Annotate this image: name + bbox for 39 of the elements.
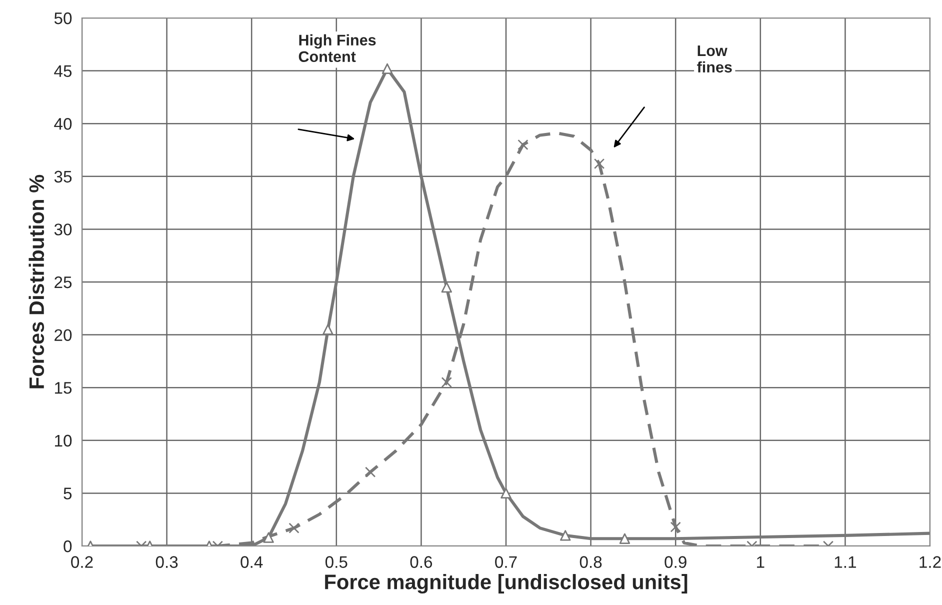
x-tick-label: 0.2 bbox=[71, 556, 93, 568]
x-tick-label: 1.2 bbox=[920, 556, 941, 568]
x-tick-label: 0.9 bbox=[664, 556, 686, 568]
point bbox=[518, 139, 528, 150]
y-tick-label: 5 bbox=[64, 488, 72, 500]
point bbox=[560, 530, 571, 541]
y-tick-label: 30 bbox=[54, 224, 72, 236]
x-tick-label: 0.3 bbox=[156, 556, 178, 568]
point bbox=[288, 522, 300, 534]
point bbox=[263, 532, 274, 543]
y-axis-title: Forces Distribution % bbox=[28, 174, 44, 388]
x-tick-label: 0.5 bbox=[325, 556, 348, 568]
y-tick-label: 20 bbox=[54, 329, 72, 342]
annotation: High Fines Content bbox=[298, 34, 376, 62]
x-tick-label: 0.6 bbox=[410, 556, 432, 568]
x-tick-label: 0.7 bbox=[495, 556, 517, 568]
y-tick-label: 25 bbox=[54, 276, 72, 288]
point bbox=[619, 533, 630, 544]
point bbox=[322, 324, 334, 335]
point bbox=[382, 63, 393, 74]
point bbox=[500, 488, 512, 499]
x-tick-label: 1.1 bbox=[834, 556, 856, 568]
x-axis-title: Force magnitude [undisclosed units] bbox=[325, 574, 688, 594]
annotation: Low fines bbox=[697, 45, 732, 73]
y-tick-label: 10 bbox=[55, 434, 72, 447]
x-tick-label: 1 bbox=[757, 556, 764, 568]
x-tick-label: 0.8 bbox=[580, 556, 602, 568]
point bbox=[364, 466, 376, 478]
y-tick-label: 0 bbox=[64, 540, 72, 552]
y-tick-label: 50 bbox=[54, 12, 72, 24]
point bbox=[670, 522, 681, 532]
point bbox=[594, 158, 605, 170]
y-tick-label: 35 bbox=[54, 170, 72, 183]
y-tick-label: 40 bbox=[54, 118, 72, 130]
y-tick-label: 15 bbox=[55, 382, 72, 394]
point bbox=[441, 376, 452, 388]
point bbox=[441, 282, 452, 293]
y-tick-label: 45 bbox=[54, 65, 72, 78]
x-tick-label: 0.4 bbox=[240, 556, 263, 568]
